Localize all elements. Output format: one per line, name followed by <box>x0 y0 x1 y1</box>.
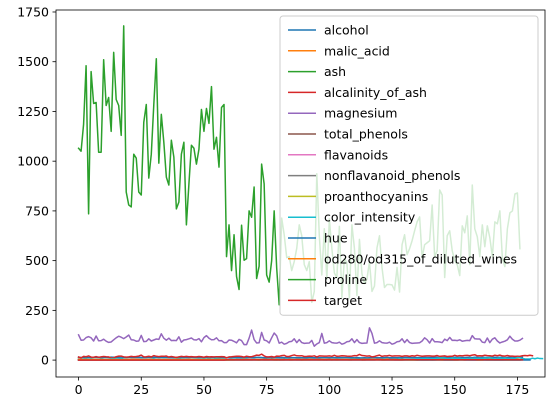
legend-label: alcalinity_of_ash <box>324 85 427 100</box>
y-tick-label: 750 <box>25 203 49 218</box>
x-tick-label: 50 <box>196 382 212 397</box>
legend-label: alcohol <box>324 23 369 38</box>
x-tick-label: 100 <box>317 382 341 397</box>
axes-layer: 0 25 50 75 100 125 150 175025050075010001250150… <box>17 4 546 397</box>
legend-label: hue <box>324 231 348 246</box>
y-tick-label: 1000 <box>17 154 49 169</box>
y-tick-label: 0 <box>41 353 49 368</box>
x-tick-label: 75 <box>259 382 275 397</box>
x-tick-label: 125 <box>380 382 404 397</box>
legend-label: proline <box>324 272 367 287</box>
legend-label: proanthocyanins <box>324 189 428 204</box>
legend-label: od280/od315_of_diluted_wines <box>324 251 517 266</box>
legend-label: target <box>324 293 362 308</box>
y-tick-label: 1250 <box>17 104 49 119</box>
x-tick-label: 25 <box>133 382 149 397</box>
legend-label: flavanoids <box>324 147 388 162</box>
legend-label: nonflavanoid_phenols <box>324 168 460 183</box>
legend-label: color_intensity <box>324 210 416 225</box>
series-line-alcohol <box>77 356 524 359</box>
series-line-alcalinity-of-ash <box>77 353 534 359</box>
legend-label: total_phenols <box>324 127 408 142</box>
legend-label: magnesium <box>324 106 397 121</box>
x-tick-label: 0 <box>75 382 83 397</box>
series-line-magnesium <box>77 327 524 347</box>
plot-frame <box>55 9 546 378</box>
legend-box <box>279 15 539 316</box>
legend-label: ash <box>324 64 346 79</box>
x-tick-label: 150 <box>443 382 467 397</box>
y-tick-label: 500 <box>25 253 49 268</box>
x-tick-label: 175 <box>505 382 529 397</box>
series-layer <box>77 25 544 361</box>
y-tick-label: 1750 <box>17 4 49 19</box>
legend-label: malic_acid <box>324 43 390 58</box>
y-tick-label: 1500 <box>17 54 49 69</box>
y-tick-label: 250 <box>25 303 49 318</box>
